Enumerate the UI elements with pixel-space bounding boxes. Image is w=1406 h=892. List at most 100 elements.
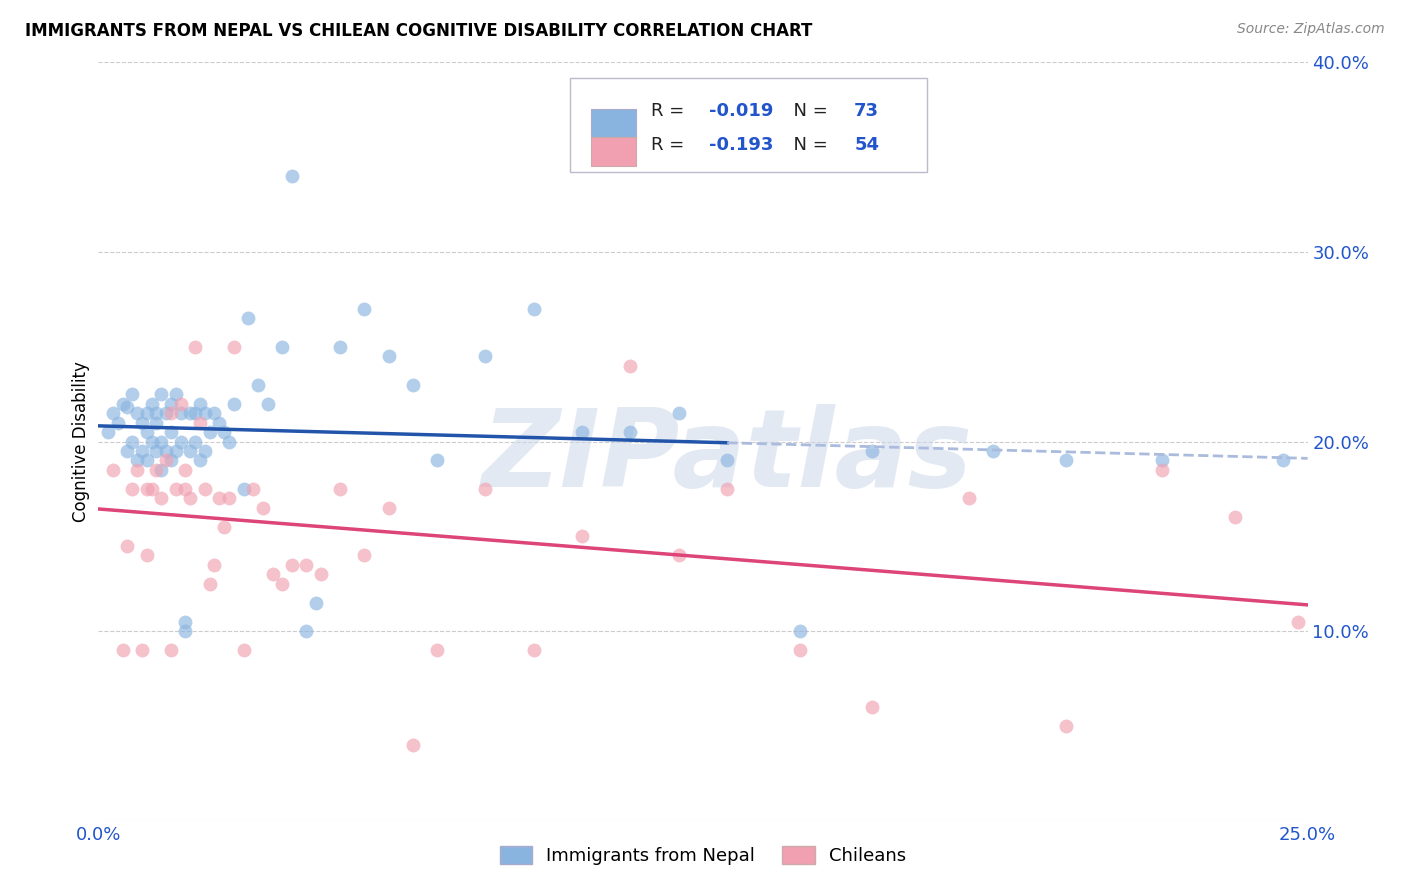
Point xyxy=(160,643,183,657)
Point xyxy=(150,491,173,506)
Point xyxy=(957,491,980,506)
Point xyxy=(169,434,191,449)
Point xyxy=(1054,719,1077,733)
Point xyxy=(242,482,264,496)
Point xyxy=(256,396,278,410)
Point xyxy=(1272,453,1295,467)
Point xyxy=(329,482,352,496)
Point xyxy=(377,500,399,515)
Point xyxy=(198,576,221,591)
Point xyxy=(1223,510,1246,524)
Point xyxy=(160,425,183,439)
Point xyxy=(145,463,167,477)
Point xyxy=(212,425,235,439)
Point xyxy=(716,453,738,467)
Point xyxy=(194,482,217,496)
Text: R =: R = xyxy=(651,102,690,120)
Point xyxy=(523,301,546,316)
Point xyxy=(247,377,270,392)
Point xyxy=(135,453,157,467)
Point xyxy=(194,406,217,420)
Point xyxy=(127,453,149,467)
Point xyxy=(131,416,153,430)
Y-axis label: Cognitive Disability: Cognitive Disability xyxy=(72,361,90,522)
Point xyxy=(111,396,134,410)
Text: 73: 73 xyxy=(855,102,879,120)
Point xyxy=(184,340,207,354)
Point xyxy=(174,463,197,477)
Point xyxy=(716,482,738,496)
Point xyxy=(160,396,183,410)
Point xyxy=(188,453,211,467)
Text: Source: ZipAtlas.com: Source: ZipAtlas.com xyxy=(1237,22,1385,37)
Point xyxy=(208,416,231,430)
Point xyxy=(295,624,318,639)
Point xyxy=(1152,463,1174,477)
Point xyxy=(271,340,294,354)
Point xyxy=(281,558,304,572)
Point xyxy=(127,463,149,477)
Point xyxy=(179,406,201,420)
Point xyxy=(165,482,187,496)
Point xyxy=(1054,453,1077,467)
Point xyxy=(160,453,183,467)
Point xyxy=(165,387,187,401)
Point xyxy=(208,491,231,506)
Point xyxy=(169,406,191,420)
Text: 54: 54 xyxy=(855,136,879,154)
Point xyxy=(111,643,134,657)
Point xyxy=(474,349,496,363)
Point xyxy=(174,482,197,496)
Point xyxy=(353,301,375,316)
Point xyxy=(188,416,211,430)
Point xyxy=(141,434,163,449)
Point xyxy=(184,434,207,449)
Point xyxy=(218,491,240,506)
Point xyxy=(121,434,143,449)
Point xyxy=(160,406,183,420)
Point xyxy=(860,444,883,458)
Point xyxy=(101,406,124,420)
Point xyxy=(127,406,149,420)
Point xyxy=(668,406,690,420)
Point xyxy=(155,406,177,420)
Point xyxy=(184,406,207,420)
Point xyxy=(252,500,274,515)
Text: -0.019: -0.019 xyxy=(709,102,773,120)
Point xyxy=(668,548,690,563)
Point xyxy=(212,520,235,534)
Point xyxy=(329,340,352,354)
Point xyxy=(117,444,139,458)
Point xyxy=(150,463,173,477)
Point xyxy=(1152,453,1174,467)
Point xyxy=(150,387,173,401)
Point xyxy=(860,699,883,714)
Point xyxy=(232,643,254,657)
Point xyxy=(121,482,143,496)
Point xyxy=(295,558,318,572)
Point xyxy=(981,444,1004,458)
Point xyxy=(426,643,449,657)
Point xyxy=(135,425,157,439)
Point xyxy=(281,169,304,184)
Text: IMMIGRANTS FROM NEPAL VS CHILEAN COGNITIVE DISABILITY CORRELATION CHART: IMMIGRANTS FROM NEPAL VS CHILEAN COGNITI… xyxy=(25,22,813,40)
Point xyxy=(309,567,332,582)
Point xyxy=(474,482,496,496)
Point xyxy=(262,567,284,582)
Point xyxy=(426,453,449,467)
Point xyxy=(198,425,221,439)
Bar xyxy=(591,136,637,166)
Point xyxy=(107,416,129,430)
Point xyxy=(169,396,191,410)
Text: R =: R = xyxy=(651,136,690,154)
Point xyxy=(619,359,641,373)
Point xyxy=(377,349,399,363)
FancyBboxPatch shape xyxy=(569,78,927,172)
Text: -0.193: -0.193 xyxy=(709,136,773,154)
Point xyxy=(271,576,294,591)
Point xyxy=(141,396,163,410)
Point xyxy=(117,401,139,415)
Point xyxy=(141,482,163,496)
Point xyxy=(523,643,546,657)
Point xyxy=(204,406,226,420)
